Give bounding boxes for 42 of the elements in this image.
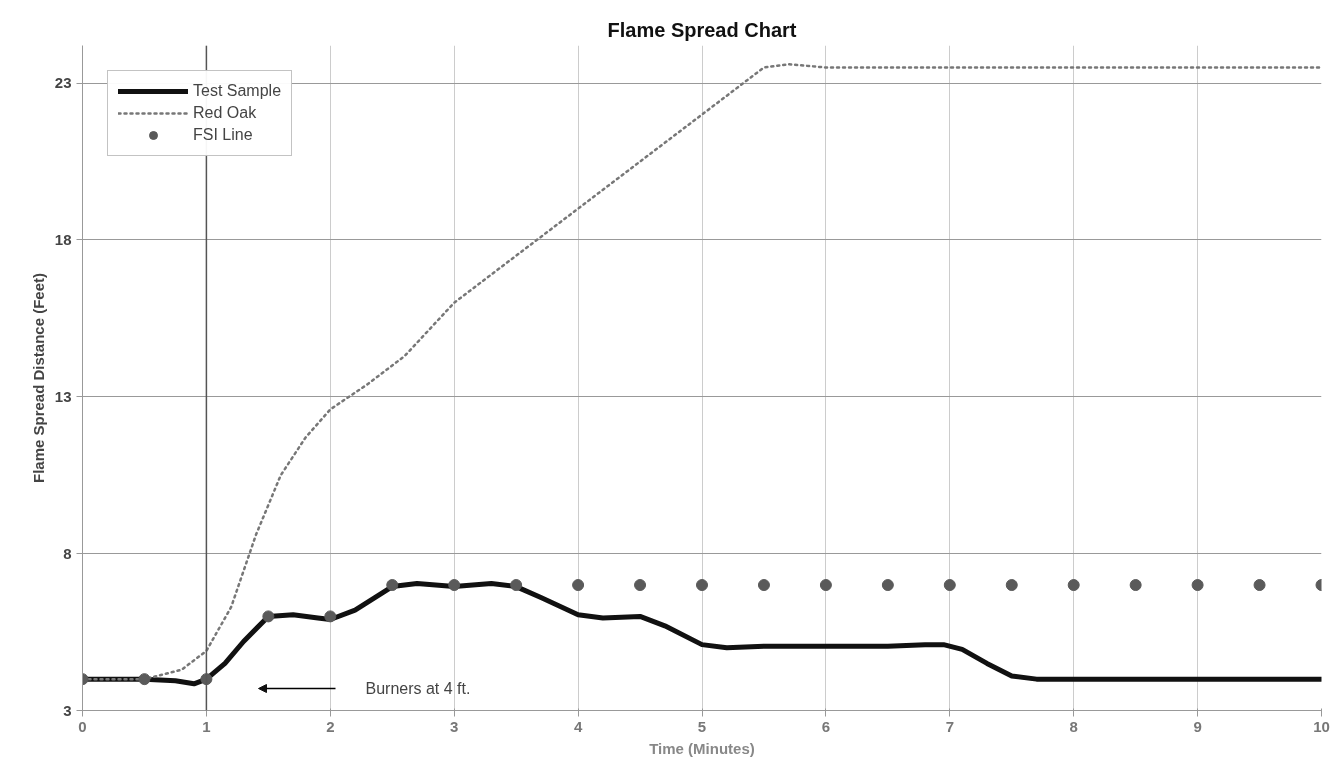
point [448,579,461,592]
point [510,579,523,592]
x-tick-label: 6 [821,717,831,735]
point [881,579,894,592]
x-tick-label: 1 [202,717,211,735]
x-tick-label: 4 [573,717,583,735]
point [138,673,151,686]
y-tick-label: 8 [63,544,72,562]
point [1067,579,1080,592]
point [324,610,337,623]
y-tick-label: 13 [54,387,72,405]
y-axis-title: Flame Spread Distance (Feet) [29,272,47,484]
point [819,579,832,592]
point [200,673,213,686]
chart-title: Flame Spread Chart [607,18,797,41]
point [1191,579,1204,592]
x-tick-label: 9 [1193,717,1202,735]
point [757,579,770,592]
x-tick-label: 5 [697,717,707,735]
x-tick-label: 0 [78,717,87,735]
legend-label: Red Oak [193,104,257,122]
x-tick-label: 2 [326,717,335,735]
y-tick-label: 18 [54,230,72,248]
legend-label: Test Sample [193,82,282,100]
point [572,579,585,592]
point [943,579,956,592]
legend-label: FSI Line [193,126,253,144]
annotation: Burners at 4 ft. [365,680,471,697]
point [262,610,275,623]
x-tick-label: 7 [945,717,954,735]
x-tick-label: 8 [1069,717,1078,735]
x-tick-label: 3 [450,717,459,735]
point [1253,579,1266,592]
y-tick-label: 3 [63,701,72,719]
x-axis-title: Time (Minutes) [649,739,755,757]
point [634,579,647,592]
point [386,579,399,592]
y-tick-label: 23 [54,74,72,92]
x-tick-label: 10 [1313,717,1330,735]
point [1129,579,1142,592]
point [696,579,708,592]
point [1005,579,1018,592]
